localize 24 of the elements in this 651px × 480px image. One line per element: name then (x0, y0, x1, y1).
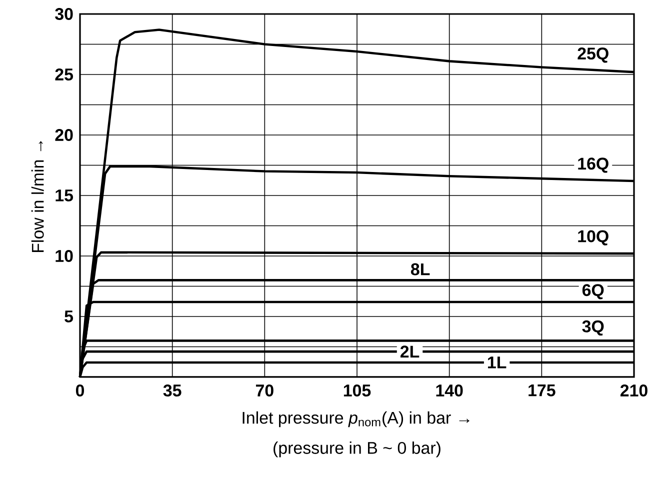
y-tick-label: 25 (55, 68, 74, 80)
text: (pressure in B ~ 0 bar) (274, 442, 440, 458)
series-label: 16Q (578, 158, 608, 173)
x-tick-label: 140 (436, 384, 463, 397)
series-label: 2L (400, 346, 420, 358)
y-axis-title: Flow in l/min → (31, 141, 44, 252)
x-tick-label: 35 (163, 384, 182, 397)
series-label: 10Q (578, 230, 608, 246)
y-tick-label: 10 (56, 250, 73, 262)
x-axis-title: Inlet pressure p$_{nom}$(A) in bar → (242, 411, 470, 428)
y-tick-label: 15 (56, 190, 74, 202)
series-label: 1L (488, 356, 506, 368)
series-label: 6Q (582, 284, 604, 300)
series-label: 25Q (578, 48, 608, 63)
x-tick-label: 210 (620, 384, 648, 397)
x-tick-label: 0 (76, 384, 84, 397)
x-tick-label: 105 (344, 384, 371, 397)
series-label: 8L (410, 263, 430, 276)
y-tick-label: 20 (55, 128, 73, 141)
x-tick-label: 175 (528, 384, 556, 396)
series-label: 3Q (582, 320, 604, 336)
y-tick-label: 30 (55, 8, 73, 20)
y-tick-label: 5 (64, 310, 74, 322)
x-tick-label: 70 (256, 384, 274, 397)
